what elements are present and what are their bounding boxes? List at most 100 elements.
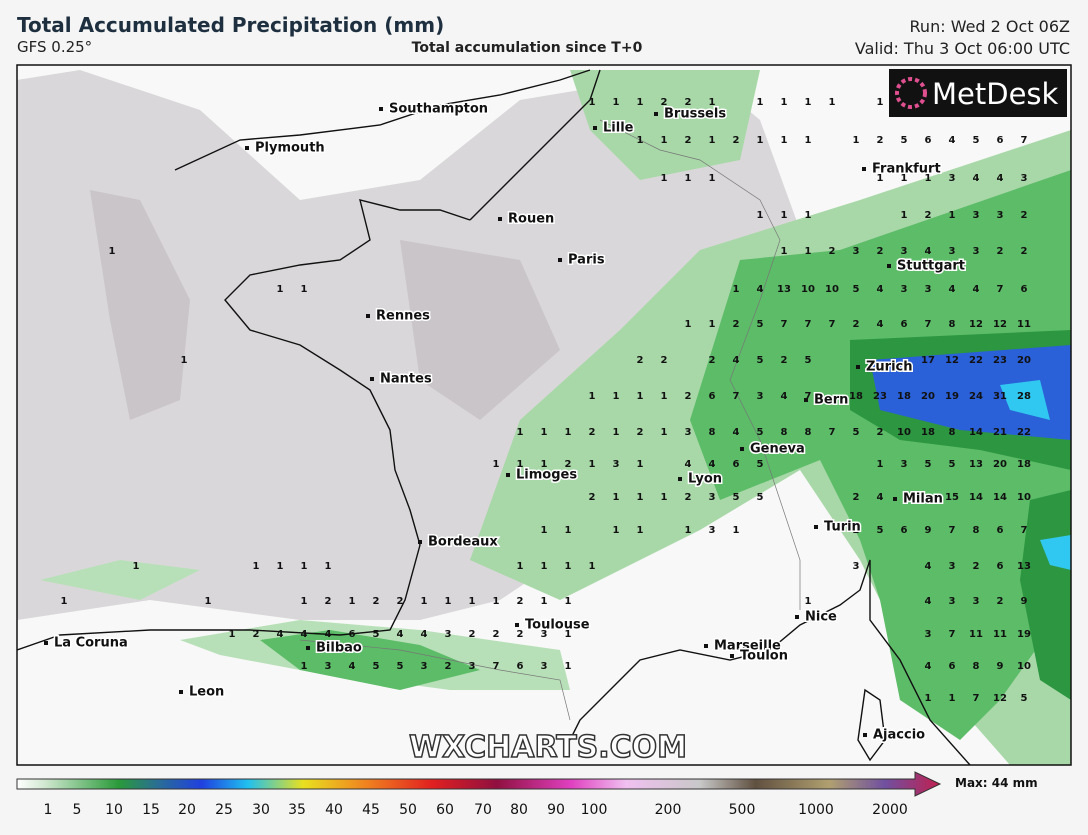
- grid-value: 4: [925, 246, 932, 257]
- grid-value: 4: [997, 173, 1004, 184]
- grid-value: 1: [757, 135, 764, 146]
- city-marker: [863, 733, 867, 737]
- precip-light: [17, 70, 800, 620]
- city-marker: [795, 615, 799, 619]
- grid-value: 2: [469, 629, 476, 640]
- city-marker: [593, 126, 597, 130]
- grid-value: 3: [973, 596, 980, 607]
- grid-value: 6: [997, 525, 1004, 536]
- grid-value: 4: [421, 629, 428, 640]
- grid-value: 20: [921, 391, 935, 402]
- grid-value: 17: [921, 355, 935, 366]
- coastlines: [17, 69, 971, 765]
- city-marker: [704, 644, 708, 648]
- grid-value: 1: [709, 135, 716, 146]
- grid-value: 31: [993, 391, 1007, 402]
- grid-value: 1: [853, 135, 860, 146]
- grid-value: 1: [589, 459, 596, 470]
- grid-value: 2: [637, 355, 644, 366]
- grid-value: 1: [637, 459, 644, 470]
- grid-value: 10: [801, 284, 815, 295]
- grid-value: 2: [517, 596, 524, 607]
- grid-value: 1: [805, 135, 812, 146]
- grid-value: 11: [1017, 319, 1031, 330]
- grid-value: 1: [733, 525, 740, 536]
- city-label: Bern: [814, 393, 848, 408]
- grid-value: 20: [1017, 355, 1031, 366]
- grid-value: 3: [949, 173, 956, 184]
- city-label: La Coruna: [54, 636, 128, 651]
- grid-value: 1: [277, 561, 284, 572]
- grid-value: 4: [397, 629, 404, 640]
- colorbar-label: 20: [178, 802, 196, 818]
- grid-value: 3: [925, 284, 932, 295]
- grid-value: 4: [349, 661, 356, 672]
- grid-value: 1: [301, 284, 308, 295]
- grid-value: 2: [493, 629, 500, 640]
- grid-value: 5: [757, 492, 764, 503]
- grid-value: 14: [969, 427, 983, 438]
- grid-value: 5: [757, 319, 764, 330]
- grid-value: 1: [685, 319, 692, 330]
- grid-value: 1: [805, 97, 812, 108]
- city-label: Frankfurt: [872, 162, 941, 177]
- grid-value: 1: [661, 391, 668, 402]
- grid-value: 1: [301, 561, 308, 572]
- colorbar-label: 10: [105, 802, 123, 818]
- grid-value: 22: [1017, 427, 1031, 438]
- grid-value: 4: [709, 459, 716, 470]
- grid-value: 15: [945, 492, 959, 503]
- city-label: Lille: [603, 121, 634, 136]
- city-label: Milan: [903, 492, 943, 507]
- grid-value: 13: [969, 459, 983, 470]
- city-marker: [515, 623, 519, 627]
- grid-value: 1: [541, 596, 548, 607]
- city-label: Nice: [805, 610, 837, 625]
- grid-value: 3: [325, 661, 332, 672]
- grid-value: 8: [805, 427, 812, 438]
- colorbar-label: 90: [547, 802, 565, 818]
- grid-value: 4: [301, 629, 308, 640]
- grid-value: 1: [757, 210, 764, 221]
- city-label: Geneva: [750, 442, 805, 457]
- grid-value: 1: [565, 596, 572, 607]
- grid-value: 1: [229, 629, 236, 640]
- grid-value: 1: [925, 693, 932, 704]
- grid-value: 1: [661, 135, 668, 146]
- grid-value: 1: [661, 427, 668, 438]
- grid-value: 11: [993, 629, 1007, 640]
- grid-value: 7: [829, 319, 836, 330]
- precip-moderate: [260, 170, 1071, 740]
- grid-value: 6: [949, 661, 956, 672]
- grid-value: 8: [709, 427, 716, 438]
- grid-value: 1: [685, 173, 692, 184]
- grid-value: 5: [853, 427, 860, 438]
- grid-value: 13: [1017, 561, 1031, 572]
- city-label: Limoges: [516, 468, 577, 483]
- grid-value: 12: [969, 319, 983, 330]
- city-marker: [804, 398, 808, 402]
- city-marker: [379, 107, 383, 111]
- grid-value: 2: [853, 319, 860, 330]
- colorbar-label: 45: [362, 802, 380, 818]
- grid-value: 1: [709, 97, 716, 108]
- grid-value: 1: [637, 492, 644, 503]
- grid-value: 1: [781, 246, 788, 257]
- grid-value: 1: [253, 561, 260, 572]
- city-label: Bordeaux: [428, 535, 498, 550]
- grid-value: 3: [901, 459, 908, 470]
- grid-value: 1: [589, 97, 596, 108]
- grid-value: 1: [541, 561, 548, 572]
- grid-value: 2: [997, 596, 1004, 607]
- grid-value: 3: [421, 661, 428, 672]
- grid-value: 20: [993, 459, 1007, 470]
- grid-value: 2: [877, 135, 884, 146]
- precip-extreme: [1000, 380, 1071, 570]
- colorbar-max: Max: 44 mm: [955, 776, 1038, 790]
- grid-value: 9: [925, 525, 932, 536]
- grid-value: 5: [733, 492, 740, 503]
- grid-value: 19: [945, 391, 959, 402]
- grid-value: 13: [777, 284, 791, 295]
- grid-value: 21: [993, 427, 1007, 438]
- grid-value: 5: [877, 525, 884, 536]
